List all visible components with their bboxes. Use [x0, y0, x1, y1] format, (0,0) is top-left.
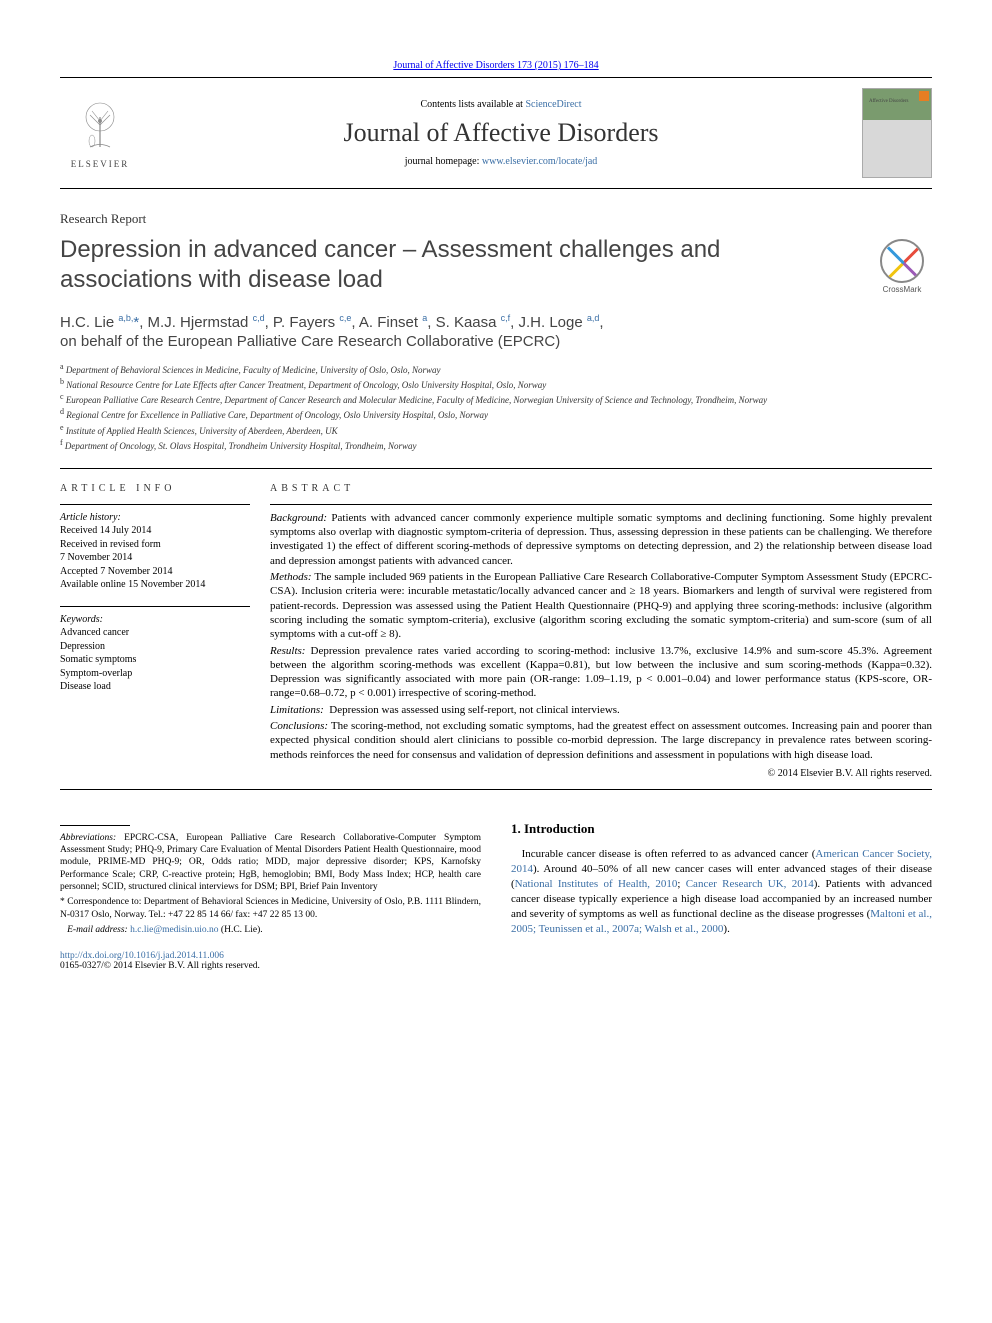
keyword: Somatic symptoms — [60, 653, 250, 667]
homepage-link[interactable]: www.elsevier.com/locate/jad — [482, 156, 597, 167]
elsevier-text: ELSEVIER — [71, 159, 130, 169]
intro-heading: 1. Introduction — [511, 820, 932, 838]
right-column: 1. Introduction Incurable cancer disease… — [511, 820, 932, 937]
results-label: Results: — [270, 645, 305, 657]
limitations-label: Limitations: — [270, 704, 324, 716]
doi-link[interactable]: http://dx.doi.org/10.1016/j.jad.2014.11.… — [60, 951, 224, 961]
homepage-prefix: journal homepage: — [405, 156, 482, 167]
article-info-heading: ARTICLE INFO — [60, 483, 250, 494]
journal-ref-link[interactable]: Journal of Affective Disorders 173 (2015… — [393, 60, 598, 71]
elsevier-logo: ELSEVIER — [60, 88, 140, 178]
abbrev-text: EPCRC-CSA, European Palliative Care Rese… — [60, 833, 481, 892]
history-label: Article history: — [60, 511, 250, 525]
intro-p1-c: ; — [677, 878, 685, 890]
keyword: Symptom-overlap — [60, 667, 250, 681]
corresp-text: Correspondence to: Department of Behavio… — [60, 897, 481, 919]
abbrev-label: Abbreviations: — [60, 833, 116, 843]
intro-paragraph-1: Incurable cancer disease is often referr… — [511, 847, 932, 936]
keyword: Depression — [60, 640, 250, 654]
article-type: Research Report — [60, 211, 932, 227]
ref-link-3[interactable]: Cancer Research UK, 2014 — [686, 878, 814, 890]
footnote-divider — [60, 825, 130, 826]
journal-cover-label: Affective Disorders — [869, 99, 908, 104]
email-footnote: E-mail address: h.c.lie@medisin.uio.no (… — [60, 924, 481, 936]
journal-title: Journal of Affective Disorders — [140, 118, 862, 148]
conclusions-label: Conclusions: — [270, 720, 328, 732]
article-title: Depression in advanced cancer – Assessme… — [60, 235, 852, 295]
email-link[interactable]: h.c.lie@medisin.uio.no — [130, 925, 218, 935]
background-label: Background: — [270, 512, 327, 524]
methods-label: Methods: — [270, 571, 312, 583]
history-line: Available online 15 November 2014 — [60, 578, 250, 592]
email-name: (H.C. Lie). — [219, 925, 263, 935]
keywords-block: Keywords: Advanced cancerDepressionSomat… — [60, 606, 250, 694]
ref-link-2[interactable]: National Institutes of Health, 2010 — [515, 878, 678, 890]
affiliation: a Department of Behavioral Sciences in M… — [60, 362, 932, 376]
on-behalf-line: on behalf of the European Palliative Car… — [60, 333, 932, 350]
intro-p1-e: ). — [723, 923, 729, 935]
crossmark-badge[interactable]: CrossMark — [872, 239, 932, 299]
divider-top — [60, 468, 932, 469]
authors: H.C. Lie a,b,*, M.J. Hjermstad c,d, P. F… — [60, 313, 932, 331]
history-line: Accepted 7 November 2014 — [60, 565, 250, 579]
conclusions-text: The scoring-method, not excluding somati… — [270, 720, 932, 761]
methods-text: The sample included 969 patients in the … — [270, 571, 932, 640]
correspondence-footnote: * Correspondence to: Department of Behav… — [60, 896, 481, 921]
crossmark-icon — [880, 239, 924, 283]
limitations-text: Depression was assessed using self-repor… — [329, 704, 620, 716]
affiliation: e Institute of Applied Health Sciences, … — [60, 423, 932, 437]
keywords-label: Keywords: — [60, 613, 250, 627]
divider-bottom — [60, 789, 932, 790]
email-label: E-mail address: — [67, 925, 128, 935]
affiliation: f Department of Oncology, St. Olavs Hosp… — [60, 438, 932, 452]
crossmark-label: CrossMark — [883, 285, 922, 294]
intro-p1-a: Incurable cancer disease is often referr… — [522, 848, 816, 860]
abstract-col: ABSTRACT Background: Patients with advan… — [270, 483, 932, 779]
contents-line: Contents lists available at ScienceDirec… — [140, 99, 862, 110]
article-info-col: ARTICLE INFO Article history: Received 1… — [60, 483, 270, 779]
affiliations: a Department of Behavioral Sciences in M… — [60, 362, 932, 452]
history-line: Received 14 July 2014 — [60, 524, 250, 538]
affiliation: c European Palliative Care Research Cent… — [60, 392, 932, 406]
abstract-copyright: © 2014 Elsevier B.V. All rights reserved… — [270, 768, 932, 779]
sciencedirect-link[interactable]: ScienceDirect — [525, 99, 581, 110]
journal-ref-top: Journal of Affective Disorders 173 (2015… — [60, 60, 932, 71]
journal-header: ELSEVIER Contents lists available at Sci… — [60, 77, 932, 189]
footer: http://dx.doi.org/10.1016/j.jad.2014.11.… — [60, 951, 932, 971]
issn-line: 0165-0327/© 2014 Elsevier B.V. All right… — [60, 961, 260, 971]
abbreviations-footnote: Abbreviations: EPCRC-CSA, European Palli… — [60, 832, 481, 894]
affiliation: d Regional Centre for Excellence in Pall… — [60, 407, 932, 421]
keyword: Advanced cancer — [60, 626, 250, 640]
history-line: Received in revised form — [60, 538, 250, 552]
homepage-line: journal homepage: www.elsevier.com/locat… — [140, 156, 862, 167]
corresp-marker: * — [60, 897, 65, 907]
results-text: Depression prevalence rates varied accor… — [270, 645, 932, 700]
abstract-heading: ABSTRACT — [270, 483, 932, 494]
left-column: Abbreviations: EPCRC-CSA, European Palli… — [60, 820, 481, 937]
journal-cover-thumbnail: Affective Disorders — [862, 88, 932, 178]
background-text: Patients with advanced cancer commonly e… — [270, 512, 932, 567]
affiliation: b National Resource Centre for Late Effe… — [60, 377, 932, 391]
history-line: 7 November 2014 — [60, 551, 250, 565]
keyword: Disease load — [60, 680, 250, 694]
contents-prefix: Contents lists available at — [420, 99, 525, 110]
article-history: Article history: Received 14 July 2014Re… — [60, 504, 250, 592]
elsevier-tree-icon — [70, 97, 130, 157]
